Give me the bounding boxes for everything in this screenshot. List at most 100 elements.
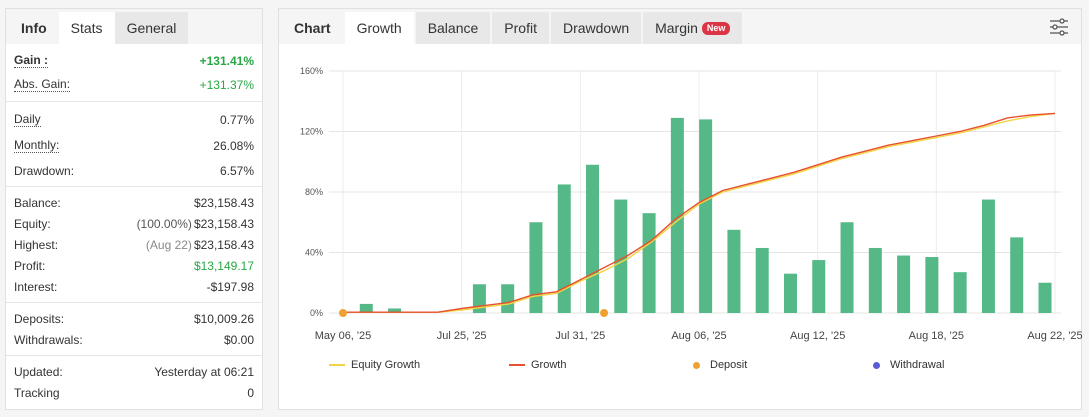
stat-gain: Gain : +131.41%: [14, 50, 254, 71]
legend-withdrawal-label: Withdrawal: [890, 359, 945, 371]
growth-bar: [897, 255, 911, 313]
meta-group: Updated: Yesterday at 06:21 Tracking 0: [6, 356, 262, 403]
growth-line: [343, 112, 1056, 313]
tab-stats[interactable]: Stats: [58, 12, 115, 44]
stat-highest: Highest: (Aug 22) $23,158.43: [14, 234, 254, 255]
tracking-label: Tracking: [14, 385, 60, 400]
tab-profit[interactable]: Profit: [492, 12, 549, 44]
tracking-value: 0: [247, 385, 254, 400]
highest-value: (Aug 22) $23,158.43: [146, 238, 254, 252]
growth-bar: [586, 164, 600, 313]
stat-withdrawals: Withdrawals: $0.00: [14, 329, 254, 350]
tab-drawdown[interactable]: Drawdown: [550, 12, 642, 44]
deposit-marker: [339, 309, 347, 317]
rates-group: Daily 0.77% Monthly: 26.08% Drawdown: 6.…: [6, 102, 262, 187]
stat-drawdown: Drawdown: 6.57%: [14, 159, 254, 183]
monthly-label[interactable]: Monthly:: [14, 138, 60, 153]
withdrawals-value: $0.00: [223, 332, 254, 347]
x-tick-label: Jul 31, '25: [555, 330, 605, 342]
legend-equity-growth-label: Equity Growth: [351, 359, 421, 371]
stat-daily: Daily 0.77%: [14, 107, 254, 133]
x-tick-label: Aug 06, '25: [671, 330, 726, 342]
deposit-swatch: [693, 361, 700, 369]
deposits-group: Deposits: $10,009.26 Withdrawals: $0.00: [6, 303, 262, 356]
stat-tracking: Tracking 0: [14, 382, 254, 403]
abs-gain-value: +131.37%: [199, 77, 254, 92]
highest-label: Highest:: [14, 237, 59, 252]
growth-bar: [953, 272, 967, 313]
new-badge: New: [701, 21, 731, 35]
gain-group: Gain : +131.41% Abs. Gain: +131.37%: [6, 44, 262, 102]
equity-value: (100.00%) $23,158.43: [137, 217, 254, 231]
growth-bar: [699, 119, 713, 314]
growth-bar: [359, 303, 373, 313]
growth-bar: [557, 184, 571, 313]
gain-value: +131.41%: [199, 53, 254, 68]
growth-bar: [670, 117, 684, 313]
daily-value: 0.77%: [219, 113, 254, 127]
deposits-value: $10,009.26: [193, 311, 254, 326]
legend-growth-label: Growth: [531, 359, 567, 371]
x-tick-label: May 06, '25: [315, 330, 372, 342]
tab-general[interactable]: General: [114, 12, 189, 44]
deposit-marker: [600, 309, 609, 317]
equity-amount: $23,158.43: [193, 216, 254, 231]
gain-label[interactable]: Gain :: [14, 52, 49, 68]
balance-value: $23,158.43: [193, 195, 254, 210]
tab-margin-label: Margin: [655, 20, 698, 36]
growth-bar: [755, 247, 769, 313]
balance-label: Balance:: [14, 195, 61, 210]
growth-chart: 0% 40% 80% 120% 160% May 06, '25 Jul 25, '25 Ju…: [300, 66, 1083, 342]
x-tick-label: Aug 18, '25: [909, 330, 964, 342]
legend-equity-growth[interactable]: Equity Growth: [329, 359, 509, 371]
balance-group: Balance: $23,158.43 Equity: (100.00%) $23…: [6, 187, 262, 303]
growth-bar: [614, 199, 628, 313]
x-tick-label: Jul 25, '25: [437, 330, 487, 342]
y-tick-label: 0%: [310, 308, 323, 318]
legend-growth[interactable]: Growth: [509, 359, 689, 371]
withdrawals-label: Withdrawals:: [14, 332, 83, 347]
updated-value: Yesterday at 06:21: [154, 364, 254, 379]
y-tick-label: 160%: [300, 66, 323, 76]
updated-label: Updated:: [14, 364, 63, 379]
stat-monthly: Monthly: 26.08%: [14, 133, 254, 159]
tab-growth[interactable]: Growth: [344, 12, 414, 44]
growth-bar: [1010, 237, 1024, 313]
growth-bar: [868, 247, 882, 313]
daily-label[interactable]: Daily: [14, 112, 41, 127]
chart-legend: Equity Growth Growth Deposit Withdrawal: [329, 359, 1049, 371]
y-tick-label: 80%: [305, 187, 323, 197]
x-tick-label: Aug 22, '25: [1027, 330, 1082, 342]
abs-gain-label[interactable]: Abs. Gain:: [14, 76, 71, 92]
tab-chart[interactable]: Chart: [282, 12, 343, 44]
legend-deposit[interactable]: Deposit: [689, 359, 869, 371]
stat-profit: Profit: $13,149.17: [14, 255, 254, 276]
growth-swatch: [509, 364, 525, 366]
tab-margin[interactable]: Margin New: [643, 12, 743, 44]
growth-bar: [642, 213, 656, 313]
equity-label: Equity:: [14, 216, 51, 231]
interest-value: -$197.98: [206, 279, 254, 294]
legend-withdrawal[interactable]: Withdrawal: [869, 359, 1049, 371]
chart-panel: Chart Growth Balance Profit Drawdown Mar…: [278, 8, 1083, 410]
highest-amount: $23,158.43: [193, 237, 254, 252]
drawdown-value: 6.57%: [219, 164, 254, 178]
tab-balance[interactable]: Balance: [415, 12, 491, 44]
growth-bar: [1038, 282, 1052, 313]
tab-info[interactable]: Info: [9, 12, 59, 44]
profit-label: Profit:: [14, 258, 46, 273]
growth-bar: [529, 222, 543, 313]
stat-interest: Interest: -$197.98: [14, 276, 254, 297]
chart-tabs: Chart Growth Balance Profit Drawdown Mar…: [279, 9, 1081, 44]
equity-growth-swatch: [329, 364, 345, 366]
info-tabs: Info Stats General: [6, 9, 262, 44]
drawdown-label: Drawdown:: [14, 164, 75, 178]
growth-bar: [925, 257, 939, 313]
sliders-icon[interactable]: [1049, 17, 1069, 37]
growth-bar: [840, 222, 854, 313]
stat-equity: Equity: (100.00%) $23,158.43: [14, 213, 254, 234]
growth-bar: [388, 308, 402, 313]
legend-deposit-label: Deposit: [710, 359, 748, 371]
stat-deposits: Deposits: $10,009.26: [14, 308, 254, 329]
monthly-value: 26.08%: [213, 139, 254, 153]
